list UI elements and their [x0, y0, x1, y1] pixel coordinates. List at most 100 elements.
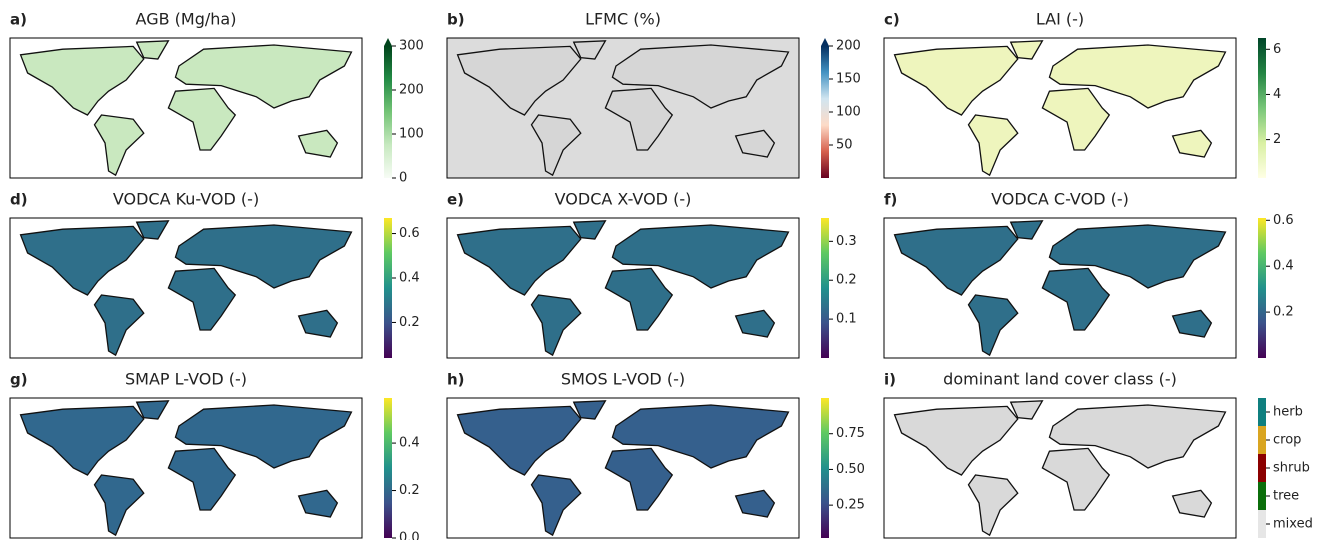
continent: [1009, 400, 1044, 420]
colorbar-tick-label: 200: [836, 39, 861, 54]
continent: [604, 267, 674, 331]
colorbar-tick-label: 50: [836, 138, 853, 153]
colorbar-tick-label: 0.4: [399, 271, 420, 286]
colorbar-tick-label: 2: [1273, 132, 1281, 147]
colorbar-class-label: crop: [1273, 433, 1301, 448]
colorbar-tick-label: 0: [399, 171, 407, 186]
map-frame: [9, 217, 363, 359]
continent: [174, 404, 353, 469]
colorbar-tick-label: 0.2: [399, 483, 420, 498]
continent: [1009, 40, 1044, 60]
continent: [967, 294, 1019, 357]
panel-label: g): [10, 371, 28, 389]
continent: [19, 45, 145, 116]
continent: [893, 45, 1019, 116]
panel-title: VODCA C-VOD (-): [991, 190, 1129, 209]
colorbar: [384, 218, 392, 358]
continent: [1041, 87, 1111, 151]
colorbar-tick-label: 0.2: [399, 315, 420, 330]
panel-label: e): [447, 191, 464, 209]
colorbar: [821, 218, 829, 358]
colorbar: [1258, 38, 1266, 178]
colorbar-tick-label: 150: [836, 72, 861, 87]
colorbar-tick-label: 0.0: [399, 531, 420, 541]
continent: [174, 224, 353, 289]
continent: [135, 220, 170, 240]
colorbar-tick-label: 0.4: [399, 436, 420, 451]
continent: [1041, 267, 1111, 331]
colorbar-class: [1258, 454, 1266, 482]
continent: [734, 489, 776, 518]
continent: [1041, 447, 1111, 511]
map-frame: [9, 37, 363, 179]
panel-title: VODCA X-VOD (-): [555, 190, 692, 209]
colorbar-tick-label: 0.2: [836, 273, 857, 288]
continent: [167, 87, 237, 151]
continent: [572, 400, 607, 420]
colorbar-class-label: shrub: [1273, 461, 1310, 476]
continent: [572, 220, 607, 240]
panel-label: b): [447, 11, 465, 29]
map-frame: [883, 397, 1237, 539]
panel-label: h): [447, 371, 465, 389]
continent: [967, 114, 1019, 177]
colorbar-extend: [821, 38, 829, 46]
colorbar-class: [1258, 426, 1266, 454]
colorbar-tick-label: 6: [1273, 42, 1281, 57]
colorbar-tick-label: 0.50: [836, 462, 865, 477]
panel-title: SMAP L-VOD (-): [125, 370, 247, 389]
continent: [93, 294, 145, 357]
panel-label: f): [884, 191, 897, 209]
continent: [19, 405, 145, 476]
continent: [1048, 404, 1227, 469]
colorbar-tick-label: 100: [836, 105, 861, 120]
panel-title: LAI (-): [1036, 10, 1084, 29]
colorbar-tick-label: 300: [399, 39, 424, 54]
continent: [174, 44, 353, 109]
colorbar-class: [1258, 398, 1266, 426]
colorbar-tick-label: 0.25: [836, 498, 865, 513]
colorbar: [384, 46, 392, 178]
panel-title: dominant land cover class (-): [943, 370, 1177, 389]
colorbar-class-label: mixed: [1273, 517, 1313, 532]
continent: [297, 489, 339, 518]
continent: [1048, 44, 1227, 109]
continent: [1171, 129, 1213, 158]
colorbar-class-label: herb: [1273, 405, 1303, 420]
continent: [1171, 309, 1213, 338]
map-frame: [446, 37, 800, 179]
colorbar-tick-label: 0.6: [1273, 213, 1294, 228]
map-frame: [446, 397, 800, 539]
map-frame: [883, 217, 1237, 359]
continent: [604, 87, 674, 151]
colorbar-tick-label: 0.2: [1273, 305, 1294, 320]
continent: [135, 400, 170, 420]
map-frame: [446, 217, 800, 359]
continent: [572, 40, 607, 60]
continent: [167, 447, 237, 511]
panel-label: a): [10, 11, 27, 29]
continent: [93, 114, 145, 177]
continent: [297, 309, 339, 338]
continent: [967, 474, 1019, 537]
continent: [1048, 224, 1227, 289]
continent: [1171, 489, 1213, 518]
continent: [734, 309, 776, 338]
continent: [604, 447, 674, 511]
colorbar: [821, 46, 829, 178]
continent: [93, 474, 145, 537]
colorbar-tick-label: 0.75: [836, 426, 865, 441]
continent: [611, 404, 790, 469]
continent: [456, 45, 582, 116]
colorbar: [1258, 218, 1266, 358]
continent: [530, 114, 582, 177]
continent: [893, 405, 1019, 476]
panel-label: c): [884, 11, 900, 29]
continent: [611, 224, 790, 289]
panel-title: LFMC (%): [585, 10, 661, 29]
continent: [167, 267, 237, 331]
panel-label: i): [884, 371, 896, 389]
continent: [530, 294, 582, 357]
continent: [611, 44, 790, 109]
